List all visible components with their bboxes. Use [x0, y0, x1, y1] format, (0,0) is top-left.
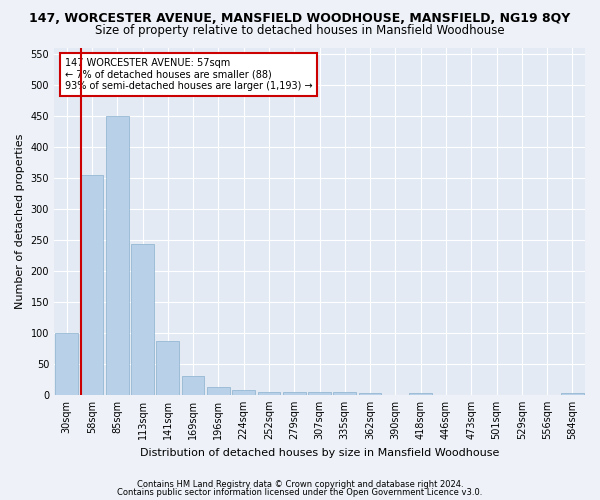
Bar	[80, 174, 103, 395]
X-axis label: Distribution of detached houses by size in Mansfield Woodhouse: Distribution of detached houses by size …	[140, 448, 499, 458]
Bar	[409, 393, 432, 395]
Text: 147 WORCESTER AVENUE: 57sqm
← 7% of detached houses are smaller (88)
93% of semi: 147 WORCESTER AVENUE: 57sqm ← 7% of deta…	[65, 58, 312, 91]
Text: Contains HM Land Registry data © Crown copyright and database right 2024.: Contains HM Land Registry data © Crown c…	[137, 480, 463, 489]
Text: Contains public sector information licensed under the Open Government Licence v3: Contains public sector information licen…	[118, 488, 482, 497]
Bar	[55, 333, 78, 395]
Bar	[106, 116, 128, 395]
Bar	[561, 393, 584, 395]
Bar	[283, 392, 305, 395]
Bar	[359, 393, 382, 395]
Bar	[257, 392, 280, 395]
Bar	[207, 386, 230, 395]
Text: 147, WORCESTER AVENUE, MANSFIELD WOODHOUSE, MANSFIELD, NG19 8QY: 147, WORCESTER AVENUE, MANSFIELD WOODHOU…	[29, 12, 571, 26]
Y-axis label: Number of detached properties: Number of detached properties	[15, 134, 25, 309]
Bar	[232, 390, 255, 395]
Bar	[131, 244, 154, 395]
Text: Size of property relative to detached houses in Mansfield Woodhouse: Size of property relative to detached ho…	[95, 24, 505, 37]
Bar	[157, 341, 179, 395]
Bar	[334, 392, 356, 395]
Bar	[182, 376, 205, 395]
Bar	[308, 392, 331, 395]
